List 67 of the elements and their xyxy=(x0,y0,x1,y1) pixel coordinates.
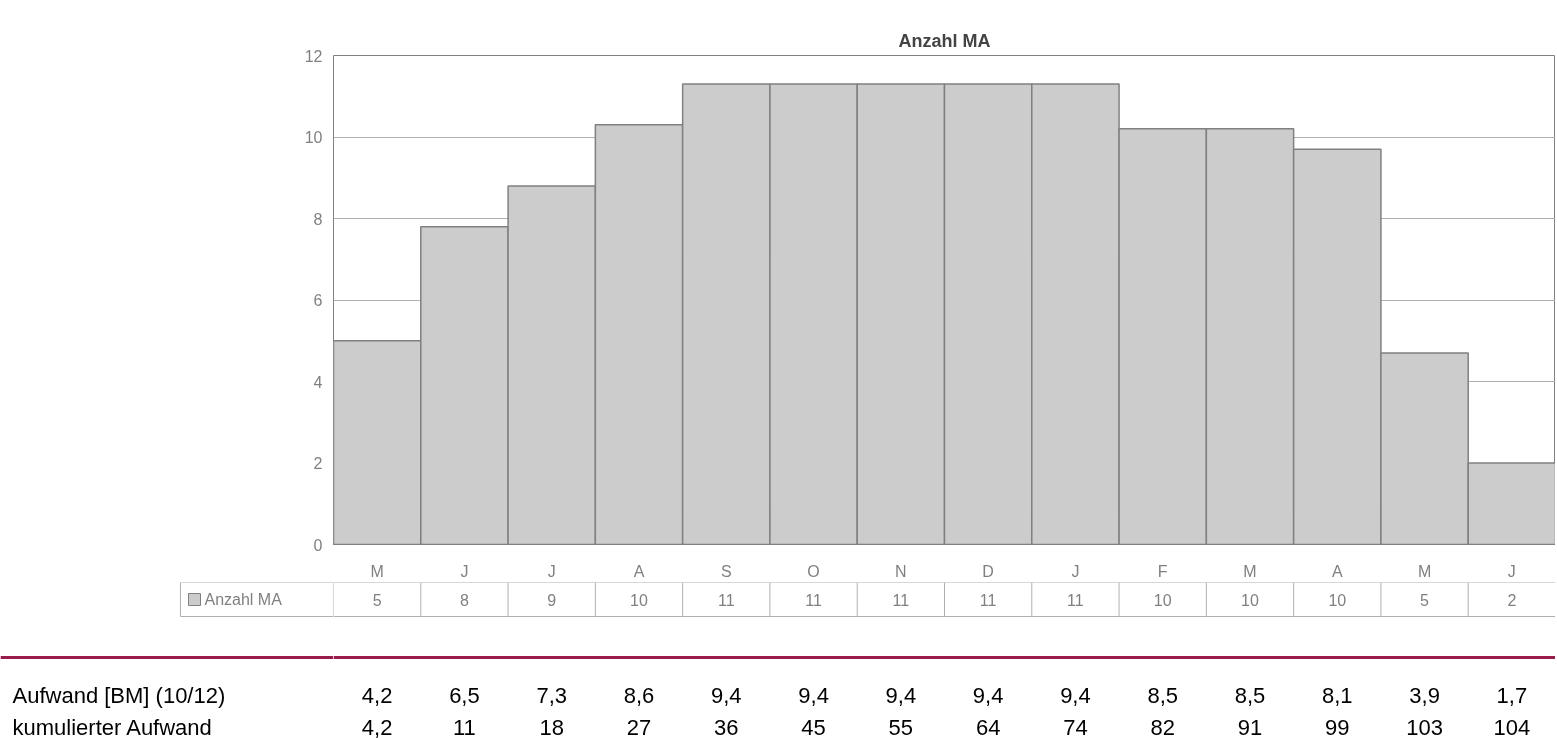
data-label: 8 xyxy=(459,591,469,609)
text: 55 xyxy=(888,715,914,738)
text: 18 xyxy=(539,715,564,738)
text: 9,4 xyxy=(1060,683,1091,708)
text: 8,5 xyxy=(1147,683,1179,708)
data-label: 11 xyxy=(892,591,910,609)
x-tick-label: J xyxy=(1071,562,1080,580)
text: 8,1 xyxy=(1321,683,1353,708)
data-label: 5 xyxy=(372,591,382,609)
y-tick-label: 10 xyxy=(304,129,323,146)
text: 64 xyxy=(975,715,1001,738)
y-tick-label: 0 xyxy=(313,536,323,554)
x-tick-label: M xyxy=(370,562,384,580)
y-tick-label: 6 xyxy=(313,292,323,309)
data-label: 10 xyxy=(1328,591,1347,609)
text: 91 xyxy=(1237,715,1263,738)
y-tick-label: 8 xyxy=(313,210,323,228)
text: kumulierter Aufwand xyxy=(12,715,212,738)
x-tick-label: A xyxy=(1331,562,1343,580)
text: 9,4 xyxy=(798,683,829,708)
y-tick-label: 2 xyxy=(313,455,323,472)
text: 27 xyxy=(626,715,652,738)
text: 45 xyxy=(801,715,826,738)
x-tick-label: F xyxy=(1157,562,1168,580)
text: 1,7 xyxy=(1496,683,1528,708)
data-label: 9 xyxy=(547,591,557,609)
data-label: 11 xyxy=(717,591,735,609)
legend-label: Anzahl MA xyxy=(204,591,283,608)
text: 82 xyxy=(1150,715,1175,738)
text: 104 xyxy=(1493,715,1531,738)
x-tick-label: S xyxy=(720,562,732,580)
text: 11 xyxy=(453,715,476,738)
x-tick-label: J xyxy=(460,562,469,580)
data-label: 10 xyxy=(630,591,648,609)
text: 9,4 xyxy=(710,683,742,708)
text: 74 xyxy=(1063,715,1088,738)
x-tick-label: J xyxy=(547,562,556,580)
x-tick-label: O xyxy=(807,562,820,580)
text: 36 xyxy=(714,715,739,738)
text: 103 xyxy=(1406,715,1443,738)
x-tick-label: D xyxy=(982,562,994,580)
x-tick-label: J xyxy=(1507,562,1516,580)
y-tick-label: 4 xyxy=(313,373,323,391)
text: 4,2 xyxy=(361,683,393,708)
data-label: 11 xyxy=(979,591,997,609)
data-label: 11 xyxy=(1067,591,1084,609)
text: 4,2 xyxy=(361,715,393,738)
text: 9,4 xyxy=(885,683,917,708)
text: 99 xyxy=(1325,715,1350,738)
x-tick-label: N xyxy=(895,562,907,580)
text: 3,9 xyxy=(1409,683,1440,708)
data-label: 10 xyxy=(1153,591,1172,609)
y-tick-label: 12 xyxy=(304,47,323,65)
data-label: 2 xyxy=(1507,591,1517,609)
data-label: 5 xyxy=(1420,591,1430,609)
x-tick-label: M xyxy=(1417,562,1432,580)
text: 9,4 xyxy=(972,683,1004,708)
text: 8,6 xyxy=(623,683,655,708)
text: Aufwand [BM] (10/12) xyxy=(12,683,226,708)
x-tick-label: M xyxy=(1243,562,1257,580)
text: 8,5 xyxy=(1234,683,1266,708)
data-label: 10 xyxy=(1241,591,1259,609)
x-tick-label: A xyxy=(633,562,645,580)
text: 6,5 xyxy=(449,683,480,708)
chart-title: Anzahl MA xyxy=(898,30,991,51)
text: 7,3 xyxy=(536,683,568,708)
data-label: 11 xyxy=(805,591,822,609)
